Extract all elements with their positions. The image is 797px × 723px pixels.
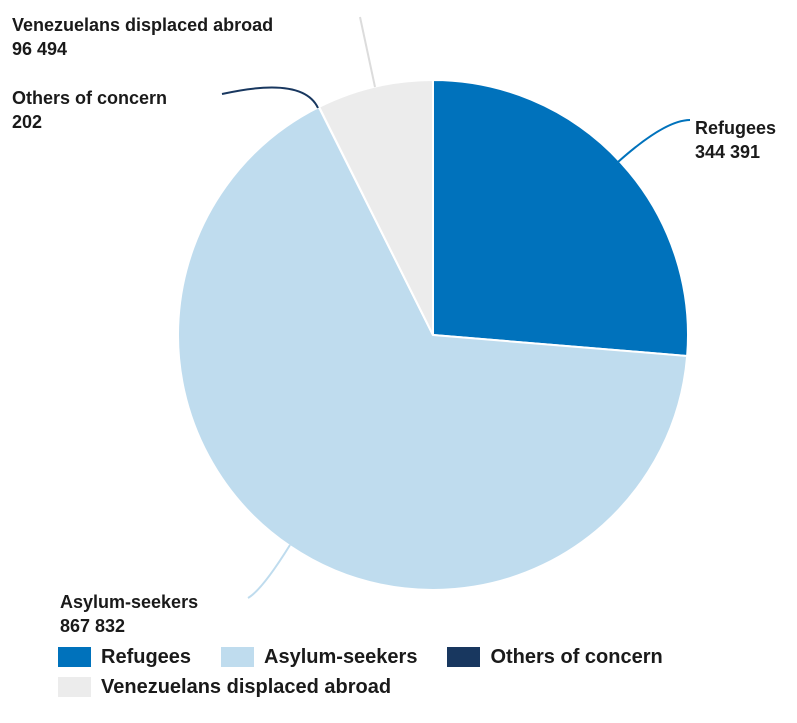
pie-slice-refugees (432, 78, 689, 358)
legend-swatch-refugees (58, 647, 91, 667)
slice-value-others-of-concern: 202 (12, 112, 42, 132)
slice-value-venezuelans-displaced-abroad: 96 494 (12, 39, 67, 59)
leader-line-others-of-concern (221, 86, 319, 109)
slice-label-others-of-concern: Others of concern 202 (12, 88, 167, 132)
leader-line-asylum-seekers (247, 544, 291, 599)
legend-label-asylum-seekers: Asylum-seekers (264, 645, 418, 668)
leader-line-venezuelans-displaced-abroad (359, 16, 376, 88)
legend-label-others-of-concern: Others of concern (490, 645, 663, 668)
legend: Refugees Asylum-seekers Others of concern V… (58, 645, 788, 699)
legend-label-refugees: Refugees (101, 645, 192, 668)
slice-name-asylum-seekers: Asylum-seekers (60, 592, 198, 612)
legend-item-venezuelans-displaced-abroad: Venezuelans displaced abroad (58, 675, 391, 699)
slice-name-venezuelans-displaced-abroad: Venezuelans displaced abroad (12, 15, 273, 35)
slice-name-refugees: Refugees (695, 118, 776, 138)
slice-value-asylum-seekers: 867 832 (60, 616, 125, 636)
slice-name-others-of-concern: Others of concern (12, 88, 167, 108)
legend-item-refugees: Refugees (58, 645, 191, 669)
pie-chart: Refugees 344 391 Asylum-seekers 867 832 Othe… (12, 15, 776, 636)
legend-label-venezuelans-displaced-abroad: Venezuelans displaced abroad (101, 675, 392, 698)
legend-item-others-of-concern: Others of concern (447, 645, 663, 669)
slice-label-asylum-seekers: Asylum-seekers 867 832 (60, 592, 198, 636)
legend-item-asylum-seekers: Asylum-seekers (221, 645, 417, 669)
slice-label-venezuelans-displaced-abroad: Venezuelans displaced abroad 96 494 (12, 15, 273, 59)
slice-label-refugees: Refugees 344 391 (695, 118, 776, 162)
slice-value-refugees: 344 391 (695, 142, 760, 162)
legend-swatch-venezuelans-displaced-abroad (58, 677, 91, 697)
legend-swatch-others-of-concern (447, 647, 481, 667)
legend-swatch-asylum-seekers (221, 647, 255, 667)
leader-line-refugees (617, 119, 691, 163)
